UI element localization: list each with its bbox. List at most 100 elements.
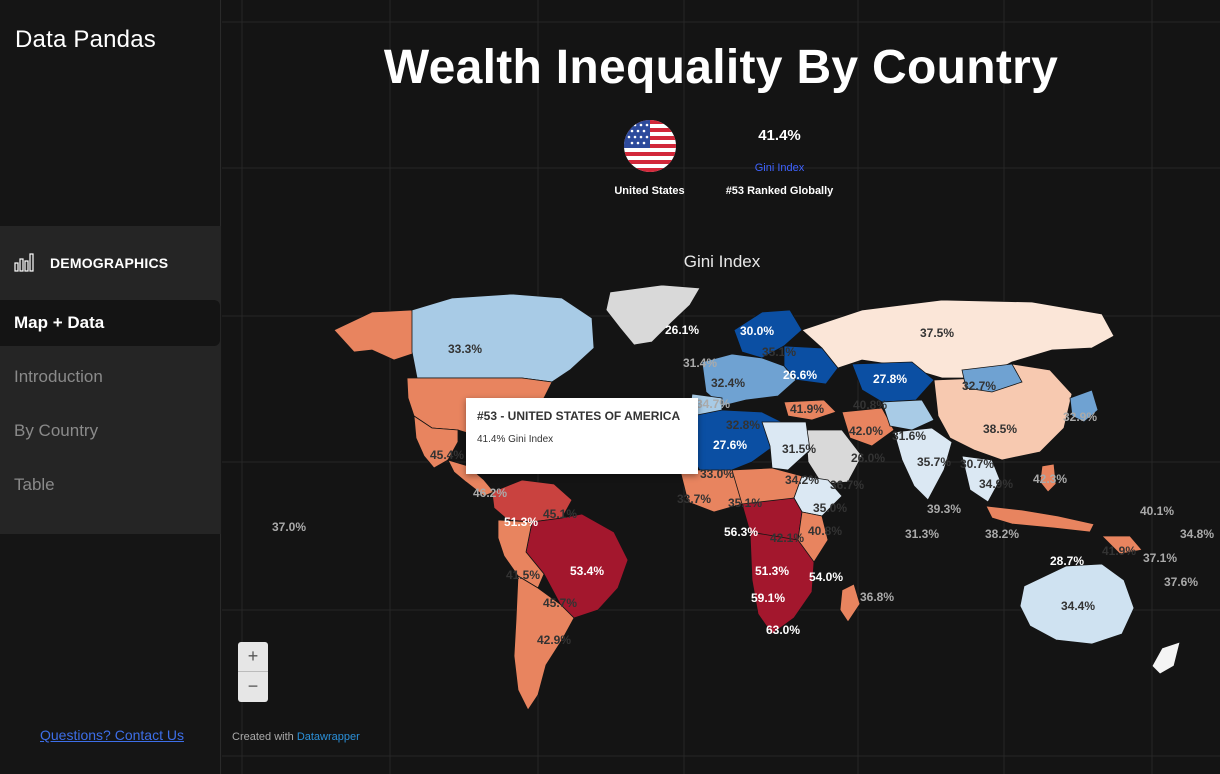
region-philippines (1039, 463, 1057, 493)
region-papua (1101, 535, 1143, 555)
map-label: 30.7% (960, 457, 994, 471)
map-labels: 33.3% 26.1% 30.0% 37.5% 31.4% 35.1% 32.4… (272, 323, 1214, 647)
map-label: 27.6% (713, 438, 747, 452)
region-southern-africa (749, 531, 815, 635)
map-label: 34.9% (979, 477, 1013, 491)
region-new-zealand (1151, 641, 1181, 675)
map-label: 40.8% (808, 524, 842, 538)
map-label: 41.9% (1102, 544, 1136, 558)
nav-item-by-country[interactable]: By Country (14, 421, 99, 440)
map-label: 37.6% (1164, 575, 1198, 589)
map-label: 39.3% (927, 502, 961, 516)
region-turkey (783, 399, 837, 421)
map-label: 35.1% (762, 345, 796, 359)
map-label: 26.0% (851, 451, 885, 465)
map-label: 41.5% (506, 568, 540, 582)
region-southern-cone (513, 575, 575, 711)
map-label: 46.2% (473, 486, 507, 500)
map-label: 35.1% (728, 496, 762, 510)
global-rank: #53 Ranked Globally (725, 185, 834, 197)
page-title: Wealth Inequality By Country (383, 41, 1059, 94)
map-label: 51.3% (755, 564, 789, 578)
map-label: 42.1% (770, 531, 804, 545)
map-label: 31.3% (905, 527, 939, 541)
sidebar: Data Pandas DEMOGRAPHICS Map + Data Intr… (0, 0, 221, 774)
country-tooltip: #53 - UNITED STATES OF AMERICA 41.4% Gin… (466, 398, 698, 474)
region-central-asia (881, 399, 935, 431)
map-label: 42.3% (1033, 472, 1067, 486)
map-label: 38.2% (985, 527, 1019, 541)
map-label: 36.8% (860, 590, 894, 604)
region-arabia (805, 429, 863, 485)
map-label: 26.1% (665, 323, 699, 337)
map-label: 37.5% (920, 326, 954, 340)
nav-panel: DEMOGRAPHICS Map + Data Introduction By … (0, 226, 221, 534)
map-label: 32.4% (711, 376, 745, 390)
map-label: 33.7% (677, 492, 711, 506)
map-label: 27.8% (873, 372, 907, 386)
map-label: 34.2% (785, 473, 819, 487)
map-label: 40.8% (853, 398, 887, 412)
region-mongolia (961, 363, 1023, 393)
main-content: Wealth Inequality By Country United Stat… (222, 0, 1220, 774)
map-label: 45.7% (543, 596, 577, 610)
map-label: 31.5% (782, 442, 816, 456)
map-label: 40.1% (1140, 504, 1174, 518)
brand-logo[interactable]: Data Pandas (15, 26, 156, 53)
map-title: Gini Index (683, 252, 761, 271)
map-label: 59.1% (751, 591, 785, 605)
zoom-in-button[interactable]: + (238, 642, 268, 672)
zoom-controls: + − (238, 642, 268, 702)
map-label: 42.9% (537, 633, 571, 647)
country-name: United States (614, 185, 685, 197)
map-label: 37.1% (1143, 551, 1177, 565)
datawrapper-link[interactable]: Datawrapper (296, 731, 360, 743)
tooltip-title: #53 - UNITED STATES OF AMERICA (477, 409, 681, 423)
credit-text: Created with (232, 731, 297, 743)
credit-line: Created with Datawrapper (232, 731, 360, 743)
map-label: 56.3% (724, 525, 758, 539)
region-greenland (605, 284, 701, 346)
region-indonesia (985, 505, 1095, 533)
map-label: 26.6% (783, 368, 817, 382)
map-label: 30.0% (740, 324, 774, 338)
map-label: 34.8% (1180, 527, 1214, 541)
world-map[interactable]: 33.3% 26.1% 30.0% 37.5% 31.4% 35.1% 32.4… (222, 270, 1220, 730)
region-russia (801, 299, 1115, 379)
gini-value: 41.4% (758, 127, 801, 144)
map-label: 41.9% (790, 402, 824, 416)
map-label: 28.7% (1050, 554, 1084, 568)
map-label: 35.7% (917, 455, 951, 469)
map-label: 36.7% (830, 478, 864, 492)
region-korea-japan (1069, 389, 1099, 423)
region-north-africa-east (761, 421, 811, 471)
map-label: 38.5% (983, 422, 1017, 436)
map-label: 54.0% (809, 570, 843, 584)
region-iran (841, 407, 895, 447)
map-label: 33.0% (700, 467, 734, 481)
region-canada (411, 293, 595, 383)
map-label: 35.0% (813, 501, 847, 515)
region-se-asia (961, 455, 1001, 503)
contact-link[interactable]: Questions? Contact Us (40, 727, 184, 743)
map-label: 32.8% (726, 418, 760, 432)
map-label: 34.4% (1061, 599, 1095, 613)
nav-item-introduction[interactable]: Introduction (14, 367, 103, 386)
map-label: 34.7% (696, 397, 730, 411)
map-label: 31.4% (683, 356, 717, 370)
nav-item-map-data[interactable]: Map + Data (0, 300, 220, 346)
map-label: 53.4% (570, 564, 604, 578)
region-india (893, 427, 953, 501)
bar-chart-icon (14, 253, 34, 272)
nav-section-demographics[interactable]: DEMOGRAPHICS (0, 226, 221, 298)
zoom-out-button[interactable]: − (247, 676, 259, 696)
nav-item-table[interactable]: Table (14, 475, 55, 494)
tooltip-body: 41.4% Gini Index (477, 434, 554, 445)
map-label: 31.6% (892, 429, 926, 443)
map-label: 33.3% (448, 342, 482, 356)
gini-label: Gini Index (754, 162, 805, 174)
map-label: 63.0% (766, 623, 800, 637)
region-australia (1019, 563, 1135, 645)
region-alaska (333, 309, 419, 361)
map-label: 37.0% (272, 520, 306, 534)
